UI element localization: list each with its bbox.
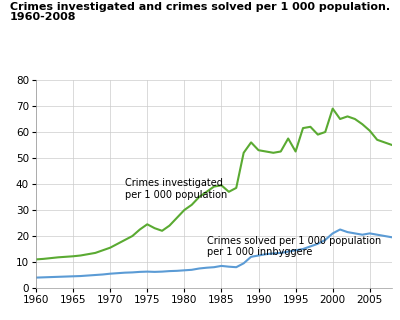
Text: Crimes investigated
per 1 000 population: Crimes investigated per 1 000 population (125, 178, 227, 200)
Text: Crimes investigated and crimes solved per 1 000 population.: Crimes investigated and crimes solved pe… (10, 2, 390, 12)
Text: Crimes solved per 1 000 population
per 1 000 innbyggere: Crimes solved per 1 000 population per 1… (206, 236, 381, 257)
Text: 1960-2008: 1960-2008 (10, 12, 76, 22)
